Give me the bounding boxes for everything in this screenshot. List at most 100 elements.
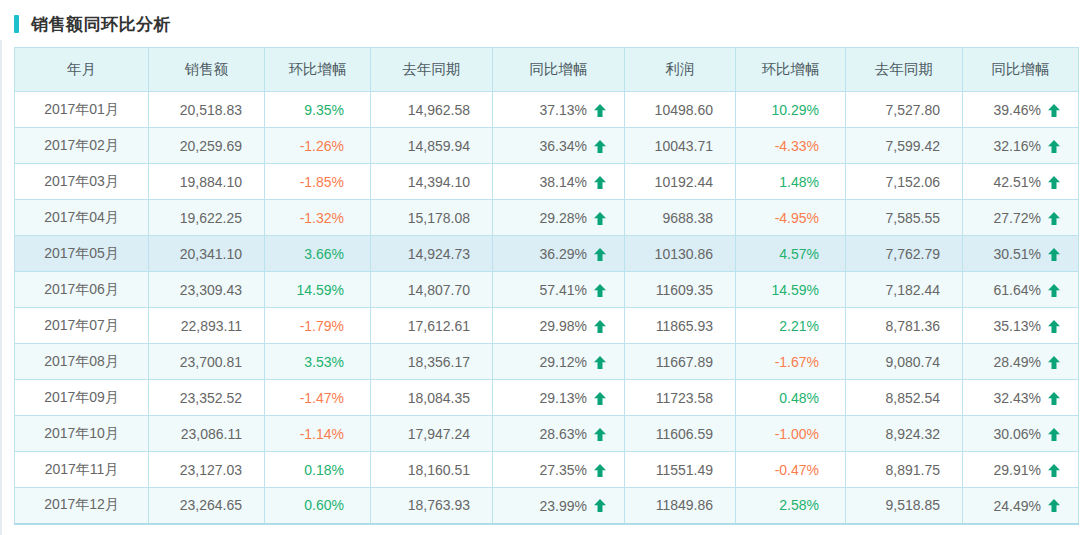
cell-profit-yoy: 39.46% [963, 92, 1079, 128]
table-row[interactable]: 2017年01月 20,518.83 9.35% 14,962.58 37.13… [15, 92, 1079, 128]
up-arrow-icon [594, 104, 606, 117]
up-arrow-icon [1048, 284, 1060, 297]
cell-sales-yoy: 29.28% [493, 200, 625, 236]
profit-yoy-value: 29.91% [994, 462, 1041, 478]
cell-profit-yoy: 35.13% [963, 308, 1079, 344]
table-row[interactable]: 2017年03月 19,884.10 -1.85% 14,394.10 38.1… [15, 164, 1079, 200]
table-row[interactable]: 2017年07月 22,893.11 -1.79% 17,612.61 29.9… [15, 308, 1079, 344]
cell-month: 2017年01月 [15, 92, 149, 128]
cell-sales-mom: 0.18% [265, 452, 371, 488]
section-title-bar: 销售额同环比分析 [0, 0, 1080, 38]
cell-sales-lastyear: 18,763.93 [371, 488, 493, 524]
sales-yoy-value: 36.34% [540, 138, 587, 154]
cell-month: 2017年04月 [15, 200, 149, 236]
cell-profit-mom: 4.57% [736, 236, 846, 272]
cell-sales-lastyear: 14,962.58 [371, 92, 493, 128]
col-header-profit: 利润 [625, 48, 736, 92]
table-row[interactable]: 2017年10月 23,086.11 -1.14% 17,947.24 28.6… [15, 416, 1079, 452]
cell-month: 2017年08月 [15, 344, 149, 380]
cell-profit: 10192.44 [625, 164, 736, 200]
cell-profit-lastyear: 7,152.06 [846, 164, 963, 200]
cell-sales-lastyear: 14,859.94 [371, 128, 493, 164]
table-row[interactable]: 2017年06月 23,309.43 14.59% 14,807.70 57.4… [15, 272, 1079, 308]
cell-sales-lastyear: 15,178.08 [371, 200, 493, 236]
sales-yoy-value: 28.63% [540, 426, 587, 442]
cell-sales-yoy: 29.12% [493, 344, 625, 380]
cell-sales-mom: -1.26% [265, 128, 371, 164]
cell-sales-lastyear: 18,160.51 [371, 452, 493, 488]
sales-yoy-value: 29.12% [540, 354, 587, 370]
table-row[interactable]: 2017年02月 20,259.69 -1.26% 14,859.94 36.3… [15, 128, 1079, 164]
profit-yoy-value: 42.51% [994, 174, 1041, 190]
cell-sales-mom: -1.32% [265, 200, 371, 236]
col-header-month: 年月 [15, 48, 149, 92]
profit-yoy-value: 61.64% [994, 282, 1041, 298]
cell-profit-yoy: 61.64% [963, 272, 1079, 308]
cell-sales: 23,700.81 [149, 344, 265, 380]
page-title: 销售额同环比分析 [31, 13, 171, 36]
cell-sales: 23,352.52 [149, 380, 265, 416]
cell-sales-lastyear: 17,612.61 [371, 308, 493, 344]
cell-sales: 23,309.43 [149, 272, 265, 308]
cell-sales-lastyear: 14,394.10 [371, 164, 493, 200]
sales-yoy-value: 29.28% [540, 210, 587, 226]
analysis-table-wrap: 年月 销售额 环比增幅 去年同期 同比增幅 利润 环比增幅 去年同期 同比增幅 … [14, 47, 1078, 525]
cell-profit: 10130.86 [625, 236, 736, 272]
cell-sales-yoy: 27.35% [493, 452, 625, 488]
cell-sales-lastyear: 14,924.73 [371, 236, 493, 272]
cell-profit-lastyear: 8,781.36 [846, 308, 963, 344]
cell-sales-mom: 0.60% [265, 488, 371, 524]
cell-month: 2017年11月 [15, 452, 149, 488]
up-arrow-icon [1048, 104, 1060, 117]
col-header-sales-yoy: 同比增幅 [493, 48, 625, 92]
cell-profit-lastyear: 7,182.44 [846, 272, 963, 308]
up-arrow-icon [594, 356, 606, 369]
sales-yoy-value: 23.99% [540, 498, 587, 514]
cell-profit-mom: 2.21% [736, 308, 846, 344]
profit-yoy-value: 35.13% [994, 318, 1041, 334]
cell-profit-lastyear: 7,527.80 [846, 92, 963, 128]
up-arrow-icon [594, 428, 606, 441]
cell-sales-mom: -1.14% [265, 416, 371, 452]
cell-sales-mom: 3.66% [265, 236, 371, 272]
cell-sales-yoy: 29.13% [493, 380, 625, 416]
cell-sales-mom: 3.53% [265, 344, 371, 380]
cell-profit-mom: -1.00% [736, 416, 846, 452]
cell-sales-mom: -1.79% [265, 308, 371, 344]
cell-profit-lastyear: 9,518.85 [846, 488, 963, 524]
up-arrow-icon [1048, 248, 1060, 261]
cell-profit-mom: 0.48% [736, 380, 846, 416]
col-header-sales-lastyear: 去年同期 [371, 48, 493, 92]
cell-month: 2017年07月 [15, 308, 149, 344]
table-row[interactable]: 2017年12月 23,264.65 0.60% 18,763.93 23.99… [15, 488, 1079, 524]
table-row[interactable]: 2017年09月 23,352.52 -1.47% 18,084.35 29.1… [15, 380, 1079, 416]
cell-sales-mom: 9.35% [265, 92, 371, 128]
cell-profit: 11667.89 [625, 344, 736, 380]
cell-profit: 11551.49 [625, 452, 736, 488]
up-arrow-icon [1048, 140, 1060, 153]
sales-yoy-value: 29.98% [540, 318, 587, 334]
up-arrow-icon [594, 248, 606, 261]
cell-sales-lastyear: 18,084.35 [371, 380, 493, 416]
cell-profit-mom: 2.58% [736, 488, 846, 524]
cell-sales-yoy: 36.34% [493, 128, 625, 164]
col-header-profit-mom: 环比增幅 [736, 48, 846, 92]
cell-profit: 11609.35 [625, 272, 736, 308]
table-row[interactable]: 2017年05月 20,341.10 3.66% 14,924.73 36.29… [15, 236, 1079, 272]
cell-sales: 23,086.11 [149, 416, 265, 452]
cell-sales-mom: 14.59% [265, 272, 371, 308]
sales-yoy-value: 57.41% [540, 282, 587, 298]
table-row[interactable]: 2017年11月 23,127.03 0.18% 18,160.51 27.35… [15, 452, 1079, 488]
col-header-sales-mom: 环比增幅 [265, 48, 371, 92]
sales-yoy-value: 27.35% [540, 462, 587, 478]
col-header-sales: 销售额 [149, 48, 265, 92]
table-row[interactable]: 2017年08月 23,700.81 3.53% 18,356.17 29.12… [15, 344, 1079, 380]
table-header-row: 年月 销售额 环比增幅 去年同期 同比增幅 利润 环比增幅 去年同期 同比增幅 [15, 48, 1079, 92]
table-row[interactable]: 2017年04月 19,622.25 -1.32% 15,178.08 29.2… [15, 200, 1079, 236]
up-arrow-icon [594, 140, 606, 153]
cell-sales: 20,259.69 [149, 128, 265, 164]
cell-profit-yoy: 27.72% [963, 200, 1079, 236]
up-arrow-icon [594, 284, 606, 297]
sales-yoy-value: 37.13% [540, 102, 587, 118]
profit-yoy-value: 27.72% [994, 210, 1041, 226]
